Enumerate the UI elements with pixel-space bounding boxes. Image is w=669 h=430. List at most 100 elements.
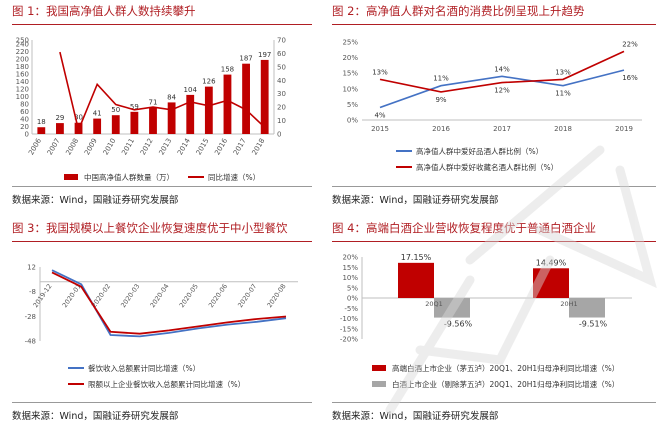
fig1-legend-line-label: 同比增速（%） [208, 172, 260, 182]
fig1-left-tick: 220 [16, 48, 29, 56]
fig2-y-tick: 25% [342, 39, 358, 47]
fig4-bar [533, 268, 569, 298]
fig1-left-tick: 120 [16, 85, 29, 93]
figure-1-title-rule [12, 24, 312, 25]
fig1-right-tick: 60 [277, 50, 286, 58]
fig2-data-label: 11% [433, 75, 449, 83]
fig4-x-tick: 20Q1 [425, 300, 443, 308]
fig2-data-label: 13% [372, 68, 388, 76]
fig4-y-tick: -5% [344, 305, 358, 313]
fig1-bar-label: 59 [130, 103, 139, 111]
fig2-y-tick: 20% [342, 54, 358, 62]
fig1-right-tick: 70 [277, 37, 286, 45]
fig2-data-label: 13% [555, 68, 571, 76]
fig4-bar [398, 262, 434, 298]
fig4-bar-label: 14.49% [536, 258, 567, 267]
fig3-y-tick: -8 [29, 288, 36, 296]
fig2-data-label: 14% [494, 65, 510, 73]
fig1-x-tick: 2014 [176, 137, 192, 157]
fig1-bar-label: 18 [37, 118, 46, 126]
fig4-y-tick: 10% [342, 274, 358, 282]
fig4-bar [569, 298, 605, 318]
fig4-y-tick: 0% [347, 295, 358, 303]
fig1-bar-label: 29 [55, 114, 64, 122]
figure-4-panel: 图 4：高端白酒企业营收恢复程度优于普通白酒企业 20% 15% 10% 5% 0% -5… [332, 219, 656, 427]
fig2-data-label: 16% [622, 74, 638, 82]
fig2-series-line [379, 50, 625, 93]
figure-4-chart: 20% 15% 10% 5% 0% -5% -10% -15% -20% 17.15% -9.56%… [340, 253, 632, 389]
figure-1-source-rule [12, 186, 312, 187]
fig2-x-tick: 2017 [493, 125, 511, 133]
fig4-bar-label: -9.51% [579, 319, 608, 328]
fig2-data-label: 22% [622, 40, 638, 48]
fig1-bar [204, 86, 213, 134]
fig1-bar [130, 111, 139, 134]
fig1-bar [167, 102, 176, 134]
figure-3-title-rule [12, 241, 312, 242]
fig2-y-tick: 5% [347, 101, 358, 109]
fig1-x-tick: 2009 [83, 137, 99, 156]
fig3-legend-blue-label: 餐饮收入总额累计同比增速（%） [88, 363, 200, 373]
fig1-left-tick: 160 [16, 70, 29, 78]
fig3-x-tick: 2020-07 [236, 282, 258, 309]
fig2-x-tick: 2016 [432, 125, 450, 133]
fig1-right-tick: 50 [277, 63, 286, 71]
fig4-legend-gray-label: 白酒上市企业（剔除茅五泸）20Q1、20H1归母净利同比增速（%） [392, 379, 619, 389]
figure-2-source-rule [332, 186, 656, 187]
fig2-y-tick: 15% [342, 70, 358, 78]
fig1-left-tick: 100 [16, 93, 29, 101]
fig1-legend-bars-label: 中国高净值人群数量（万） [84, 172, 174, 182]
fig1-bar-label: 71 [149, 98, 158, 106]
figure-1-source: 数据来源：Wind，国融证券研究发展部 [12, 195, 179, 206]
fig1-bar-label: 197 [258, 51, 271, 59]
fig1-bar-label: 158 [221, 66, 234, 74]
fig1-x-tick: 2006 [27, 137, 43, 157]
fig1-left-tick: 80 [20, 100, 29, 108]
fig1-left-tick: 200 [16, 55, 29, 63]
fig1-bar [223, 74, 232, 134]
fig2-legend-blue-label: 高净值人群中爱好品酒人群比例（%） [416, 146, 543, 156]
fig1-left-tick: 20 [20, 123, 29, 131]
fig3-x-tick: 2020-06 [207, 282, 229, 309]
fig1-x-tick: 2012 [139, 137, 155, 156]
fig2-data-label: 12% [494, 87, 510, 95]
fig2-legend-red-label: 高净值人群中爱好收藏名酒人群比例（%） [416, 162, 558, 172]
fig3-x-tick: 2020-03 [119, 282, 141, 309]
fig3-legend-red-label: 限额以上企业餐饮收入总额累计同比增速（%） [88, 379, 245, 389]
fig2-x-tick: 2015 [371, 125, 389, 133]
figure-1-panel: 图 1：我国高净值人群人数持续攀升 0 20 40 60 80 100 120 140 160 1… [12, 2, 312, 210]
fig4-bar-label: -9.56% [444, 320, 473, 329]
fig4-y-tick: 15% [342, 264, 358, 272]
fig3-y-tick: -28 [25, 313, 36, 321]
fig1-bar [111, 115, 120, 134]
fig1-bar-label: 104 [184, 86, 198, 94]
fig1-bar [37, 127, 46, 134]
figure-2-source: 数据来源：Wind，国融证券研究发展部 [332, 195, 499, 206]
fig2-data-label: 9% [435, 96, 446, 104]
fig4-legend-red-swatch [372, 365, 386, 371]
fig2-y-tick: 0% [347, 117, 358, 125]
fig4-y-tick: 20% [342, 254, 358, 262]
fig3-y-tick: 12 [27, 264, 36, 272]
fig1-bar [186, 94, 195, 134]
fig1-right-tick: 30 [277, 90, 286, 98]
figure-4-source-rule [332, 402, 656, 403]
fig4-y-tick: -15% [340, 325, 358, 333]
figure-1-chart: 0204060801001201401601802002202402500102… [16, 37, 286, 183]
fig1-x-tick: 2017 [232, 137, 248, 156]
fig2-x-tick: 2019 [615, 125, 633, 133]
fig2-series-line [379, 69, 625, 109]
figure-4-title: 图 4：高端白酒企业营收恢复程度优于普通白酒企业 [332, 221, 596, 235]
fig1-left-tick: 60 [20, 108, 29, 116]
figure-4-source: 数据来源：Wind，国融证券研究发展部 [332, 411, 499, 422]
fig4-legend-red-label: 高端白酒上市企业（茅五泸）20Q1、20H1归母净利同比增速（%） [392, 363, 619, 373]
fig1-x-tick: 2015 [195, 137, 211, 156]
fig1-bar-label: 126 [202, 78, 216, 86]
fig2-data-label: 4% [374, 112, 385, 120]
fig1-right-tick: 0 [277, 131, 281, 139]
fig1-bar-label: 187 [239, 55, 252, 63]
figure-3-source-rule [12, 402, 312, 403]
fig1-x-tick: 2010 [102, 137, 118, 156]
fig1-left-tick: 0 [25, 131, 29, 139]
